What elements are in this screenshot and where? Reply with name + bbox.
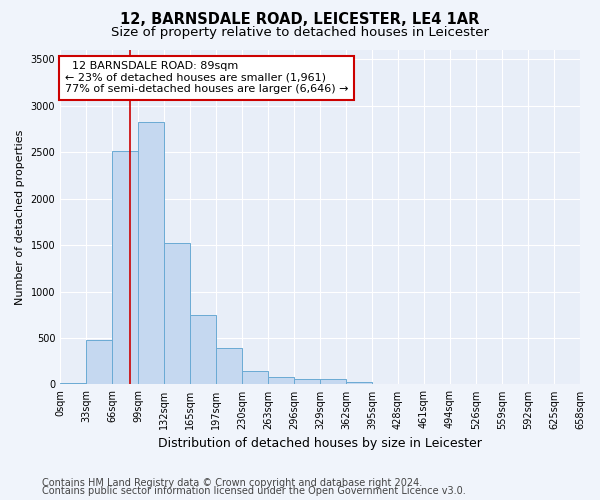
Bar	[138, 122, 164, 384]
Bar	[242, 372, 268, 384]
Bar	[86, 340, 112, 384]
Text: 12 BARNSDALE ROAD: 89sqm
← 23% of detached houses are smaller (1,961)
77% of sem: 12 BARNSDALE ROAD: 89sqm ← 23% of detach…	[65, 61, 349, 94]
Bar	[320, 379, 346, 384]
Bar	[294, 379, 320, 384]
Text: Contains HM Land Registry data © Crown copyright and database right 2024.: Contains HM Land Registry data © Crown c…	[42, 478, 422, 488]
Bar	[190, 315, 216, 384]
Bar	[60, 382, 86, 384]
Bar	[346, 382, 372, 384]
Y-axis label: Number of detached properties: Number of detached properties	[15, 130, 25, 305]
Bar	[216, 348, 242, 385]
Bar	[164, 243, 190, 384]
Bar	[268, 377, 294, 384]
Text: Contains public sector information licensed under the Open Government Licence v3: Contains public sector information licen…	[42, 486, 466, 496]
X-axis label: Distribution of detached houses by size in Leicester: Distribution of detached houses by size …	[158, 437, 482, 450]
Text: Size of property relative to detached houses in Leicester: Size of property relative to detached ho…	[111, 26, 489, 39]
Text: 12, BARNSDALE ROAD, LEICESTER, LE4 1AR: 12, BARNSDALE ROAD, LEICESTER, LE4 1AR	[121, 12, 479, 28]
Bar	[112, 152, 138, 384]
